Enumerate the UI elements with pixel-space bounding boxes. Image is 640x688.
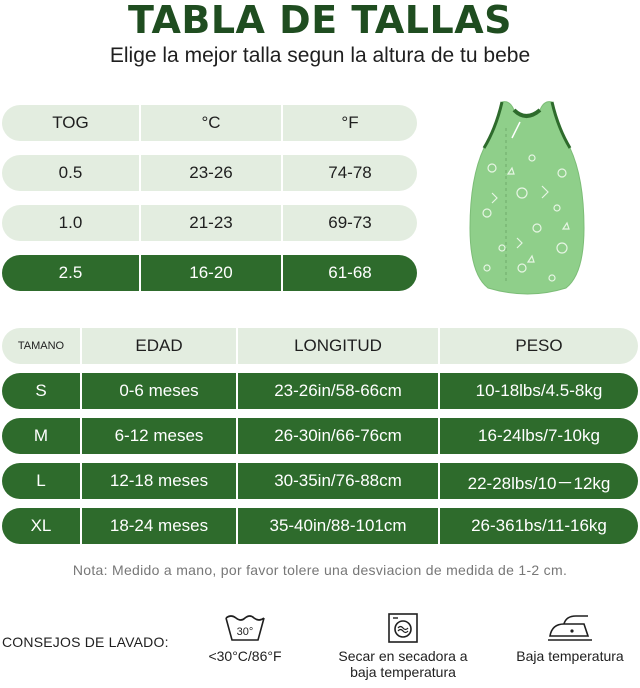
- fahrenheit-range: 74-78: [281, 155, 417, 191]
- size-table: TAMANO EDAD LONGITUD PESO S 0-6 meses 23…: [2, 328, 638, 553]
- length-range: 30-35in/76-88cm: [236, 463, 438, 499]
- tog-value: 1.0: [58, 213, 83, 232]
- size-header-longitud: LONGITUD: [236, 328, 438, 364]
- tog-row: 0.5 23-26 74-78: [2, 155, 417, 191]
- length-range: 35-40in/88-101cm: [236, 508, 438, 544]
- wash-temperature-text: 30°: [237, 626, 254, 638]
- tog-row-highlighted: 2.5 16-20 61-68: [2, 255, 417, 291]
- size-row: XL 18-24 meses 35-40in/88-101cm 26-361bs…: [2, 508, 638, 544]
- tumble-dry-icon: [388, 613, 418, 643]
- fahrenheit-range: 61-68: [281, 255, 417, 291]
- tog-table-header: TOG °C °F: [2, 105, 417, 141]
- celsius-range: 21-23: [139, 205, 281, 241]
- size-label: XL: [30, 516, 52, 535]
- care-iron-text: Baja temperatura: [516, 648, 624, 664]
- size-label: S: [35, 381, 47, 400]
- age-range: 6-12 meses: [80, 418, 236, 454]
- size-row: L 12-18 meses 30-35in/76-88cm 22-28lbs/1…: [2, 463, 638, 499]
- care-wash-text: <30°C/86°F: [208, 648, 282, 664]
- weight-range: 16-24lbs/7-10kg: [438, 418, 638, 454]
- size-row: S 0-6 meses 23-26in/58-66cm 10-18lbs/4.5…: [2, 373, 638, 409]
- care-dry-text-line1: Secar en secadora a: [338, 648, 468, 664]
- size-header-peso: PESO: [438, 328, 638, 364]
- size-table-header: TAMANO EDAD LONGITUD PESO: [2, 328, 638, 364]
- length-range: 26-30in/66-76cm: [236, 418, 438, 454]
- care-item-dry: Secar en secadora a baja temperatura: [328, 612, 478, 680]
- celsius-range: 23-26: [139, 155, 281, 191]
- age-range: 0-6 meses: [80, 373, 236, 409]
- size-header-tamano: TAMANO: [17, 340, 65, 352]
- tog-value: 0.5: [58, 163, 83, 182]
- age-range: 18-24 meses: [80, 508, 236, 544]
- sleep-sack-image: [469, 101, 585, 295]
- tog-table: TOG °C °F 0.5 23-26 74-78 1.0 21-23 69-7…: [2, 105, 417, 305]
- page-subtitle: Elige la mejor talla segun la altura de …: [109, 44, 531, 67]
- tog-header-tog: TOG: [52, 113, 89, 132]
- tog-row: 1.0 21-23 69-73: [2, 205, 417, 241]
- size-label: L: [36, 471, 46, 490]
- fahrenheit-range: 69-73: [281, 205, 417, 241]
- iron-icon: [548, 615, 592, 641]
- weight-range: 22-28lbs/10－12kg: [438, 463, 638, 499]
- care-dry-text-line2: baja temperatura: [350, 664, 456, 680]
- tog-header-fahrenheit: °F: [281, 105, 417, 141]
- size-label: M: [33, 426, 49, 445]
- wash-30-icon: 30°: [225, 615, 265, 641]
- care-item-wash: 30° <30°C/86°F: [195, 612, 295, 664]
- page-title: TABLA DE TALLAS: [127, 0, 512, 42]
- care-item-iron: Baja temperatura: [500, 612, 640, 664]
- weight-range: 26-361bs/11-16kg: [438, 508, 638, 544]
- tog-header-celsius: °C: [139, 105, 281, 141]
- weight-range: 10-18lbs/4.5-8kg: [438, 373, 638, 409]
- tog-value: 2.5: [58, 263, 83, 282]
- measurement-note: Nota: Medido a mano, por favor tolere un…: [72, 562, 568, 578]
- size-header-edad: EDAD: [80, 328, 236, 364]
- length-range: 23-26in/58-66cm: [236, 373, 438, 409]
- care-label: CONSEJOS DE LAVADO:: [2, 634, 169, 650]
- size-row: M 6-12 meses 26-30in/66-76cm 16-24lbs/7-…: [2, 418, 638, 454]
- age-range: 12-18 meses: [80, 463, 236, 499]
- celsius-range: 16-20: [139, 255, 281, 291]
